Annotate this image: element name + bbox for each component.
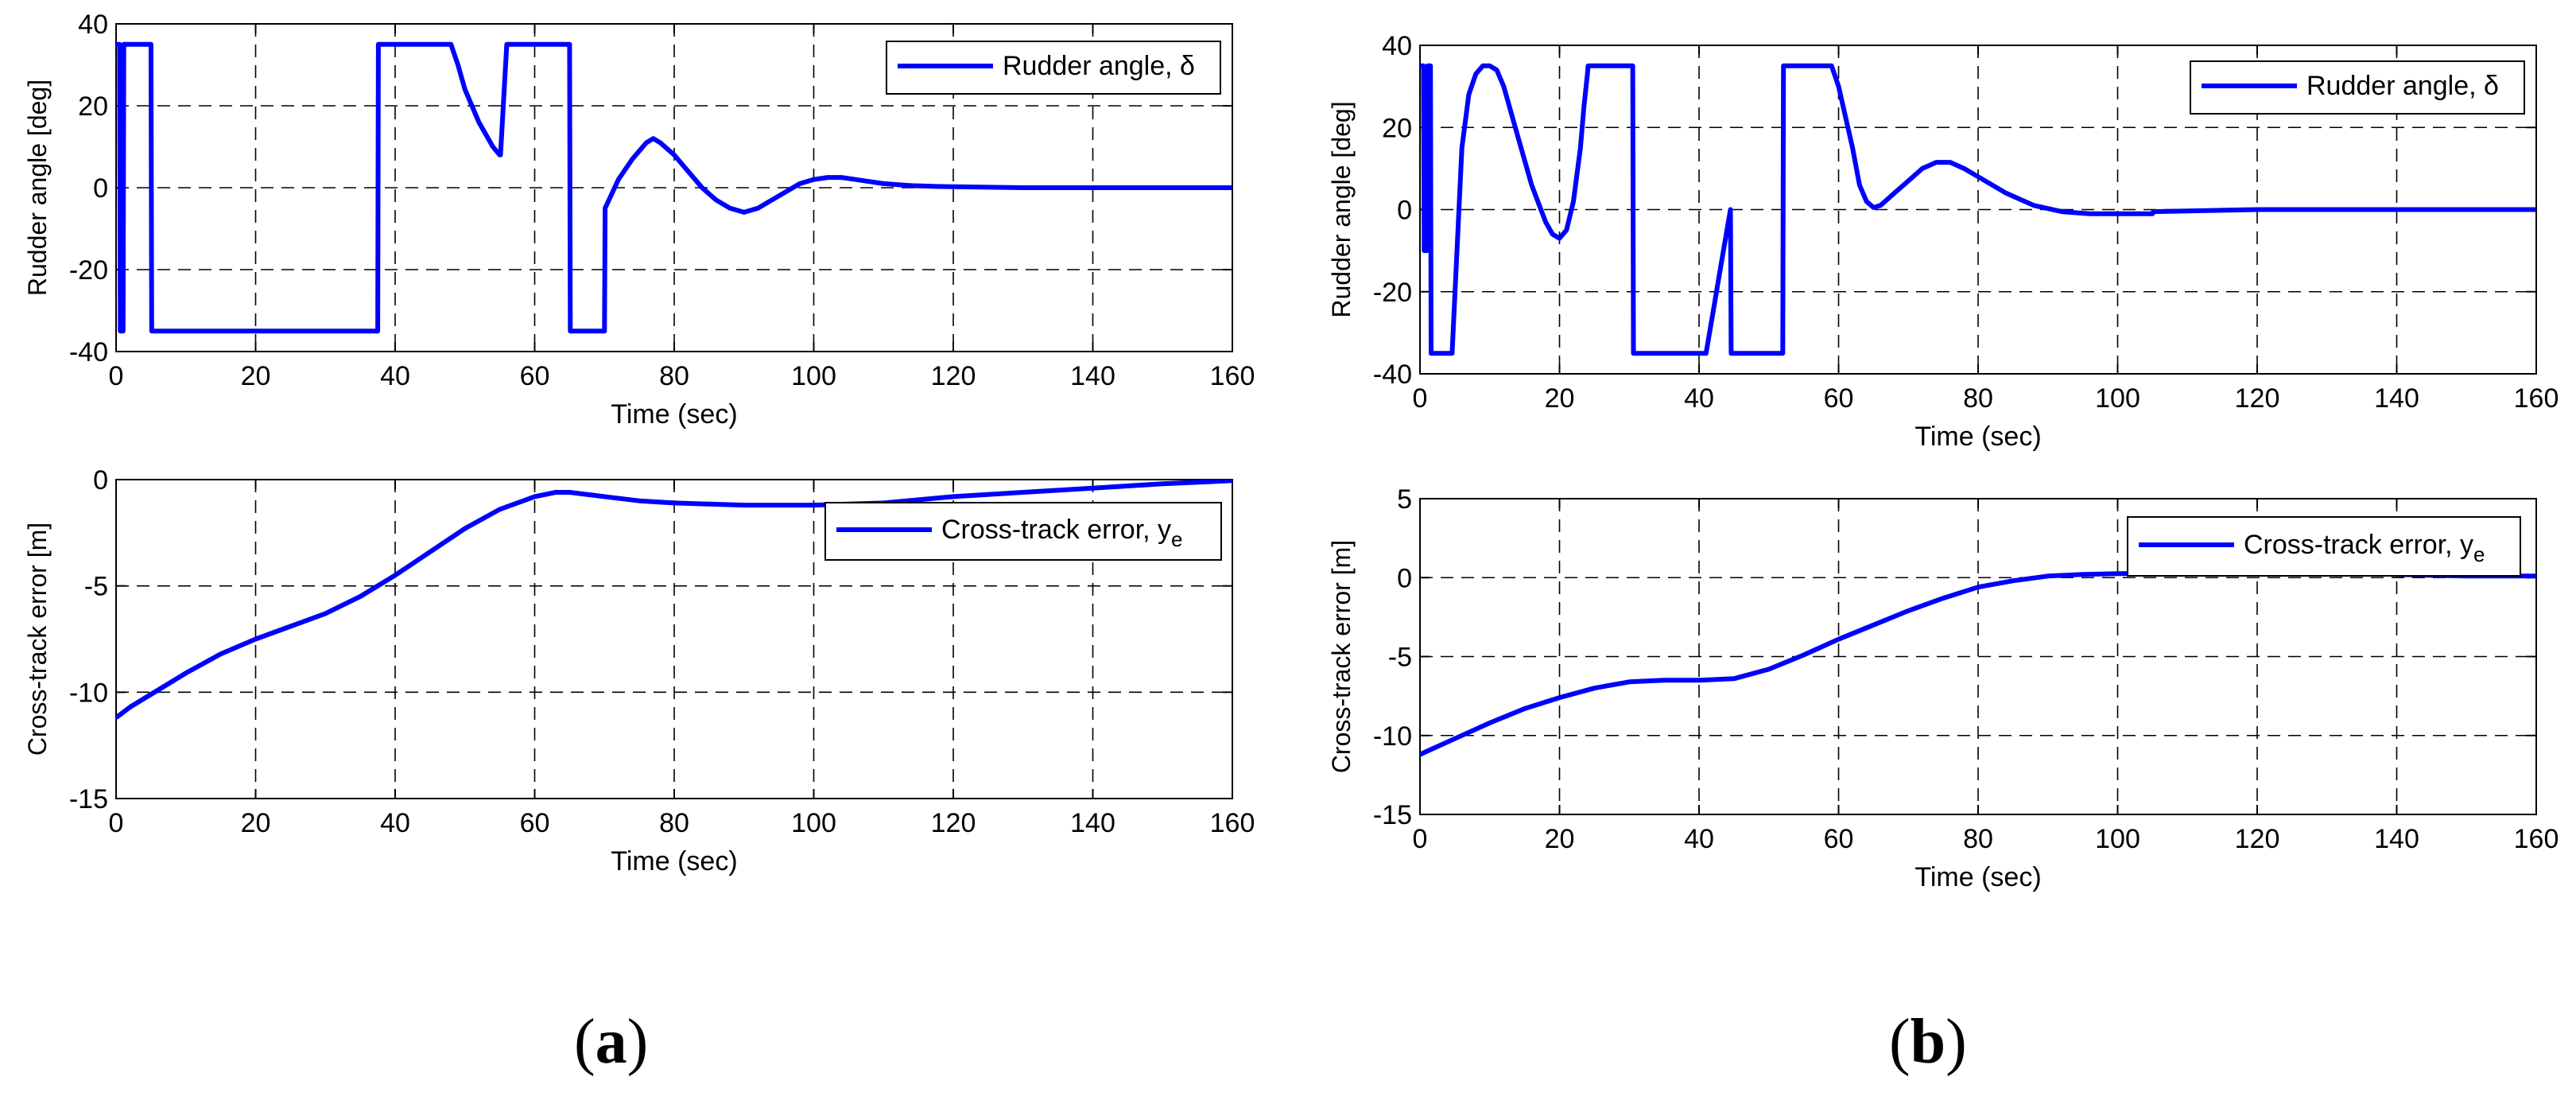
x-axis-label: Time (sec) <box>611 846 737 876</box>
x-tick-label: 120 <box>931 808 976 838</box>
chart-a-0: 0 20 40 60 80 100 120 140 160 -40 -20 0 20 40 Time (se… <box>23 10 1255 429</box>
x-tick-label: 0 <box>109 361 124 391</box>
y-tick-label: 0 <box>93 173 108 204</box>
legend-label: Rudder angle, δ <box>2306 71 2499 101</box>
series-line <box>116 480 1232 720</box>
x-tick-label: 40 <box>1684 824 1714 854</box>
x-tick-label: 160 <box>2514 824 2559 854</box>
x-tick-label: 140 <box>1070 361 1115 391</box>
panel-label-b-close: ) <box>1946 1007 1967 1077</box>
x-tick-label: 100 <box>2095 383 2140 414</box>
x-tick-label: 140 <box>1070 808 1115 838</box>
y-tick-label: 40 <box>78 10 108 40</box>
y-tick-label: 5 <box>1397 484 1412 515</box>
x-axis-label: Time (sec) <box>611 399 737 429</box>
y-tick-label: 20 <box>1382 113 1412 143</box>
panel-label-b: (b) <box>1889 1006 1967 1079</box>
panel-label-a-letter: a <box>595 1007 627 1077</box>
x-tick-label: 60 <box>520 808 550 838</box>
x-tick-label: 160 <box>1210 808 1255 838</box>
chart-a-1: 0 20 40 60 80 100 120 140 160 -15 -10 -5 0 Time (sec)… <box>23 465 1255 876</box>
series-line <box>116 41 1232 334</box>
x-tick-label: 100 <box>791 361 836 391</box>
y-tick-label: 0 <box>1397 196 1412 226</box>
panel-label-a-close: ) <box>627 1007 649 1077</box>
x-tick-label: 80 <box>1963 824 1993 854</box>
x-tick-label: 60 <box>1824 824 1854 854</box>
y-tick-label: 0 <box>1397 563 1412 593</box>
x-tick-label: 140 <box>2374 383 2419 414</box>
chart-b-3: 0 20 40 60 80 100 120 140 160 -15 -10 -5 0 5 Time (sec… <box>1327 484 2559 892</box>
x-tick-label: 80 <box>659 361 689 391</box>
x-tick-label: 160 <box>1210 361 1255 391</box>
x-tick-label: 20 <box>241 361 271 391</box>
x-tick-label: 40 <box>380 808 410 838</box>
legend-label: Cross-track error, ye <box>2244 530 2485 566</box>
y-axis-label: Cross-track error [m] <box>1327 540 1356 773</box>
x-tick-label: 20 <box>1545 824 1575 854</box>
x-axis-label: Time (sec) <box>1915 862 2041 892</box>
x-tick-label: 100 <box>791 808 836 838</box>
y-axis-label: Cross-track error [m] <box>23 523 52 756</box>
x-tick-label: 80 <box>659 808 689 838</box>
x-tick-label: 0 <box>1413 824 1428 854</box>
x-tick-label: 40 <box>1684 383 1714 414</box>
y-axis-label: Rudder angle [deg] <box>23 80 52 296</box>
x-tick-label: 120 <box>2235 824 2280 854</box>
x-tick-label: 0 <box>1413 383 1428 414</box>
panel-label-a-open: ( <box>574 1007 596 1077</box>
panel-label-b-letter: b <box>1910 1007 1946 1077</box>
y-tick-label: -5 <box>1388 643 1412 673</box>
y-tick-label: -5 <box>84 572 108 602</box>
x-tick-label: 0 <box>109 808 124 838</box>
x-axis-label: Time (sec) <box>1915 422 2041 452</box>
y-tick-label: -15 <box>1373 800 1412 830</box>
x-tick-label: 120 <box>2235 383 2280 414</box>
series-line <box>1420 63 2536 356</box>
legend: Cross-track error, ye <box>2127 516 2521 577</box>
y-tick-label: -40 <box>69 337 108 367</box>
x-tick-label: 60 <box>520 361 550 391</box>
x-tick-label: 160 <box>2514 383 2559 414</box>
x-tick-label: 140 <box>2374 824 2419 854</box>
legend-label: Cross-track error, ye <box>941 515 1183 551</box>
y-tick-label: 0 <box>93 465 108 496</box>
y-tick-label: -20 <box>1373 278 1412 308</box>
y-tick-label: 20 <box>78 91 108 122</box>
x-tick-label: 20 <box>241 808 271 838</box>
x-tick-label: 80 <box>1963 383 1993 414</box>
x-tick-label: 60 <box>1824 383 1854 414</box>
legend: Rudder angle, δ <box>2190 60 2525 115</box>
legend: Rudder angle, δ <box>886 41 1221 95</box>
x-tick-label: 100 <box>2095 824 2140 854</box>
panel-label-a: (a) <box>574 1006 648 1079</box>
x-tick-label: 120 <box>931 361 976 391</box>
y-tick-label: -10 <box>1373 721 1412 752</box>
y-axis-label: Rudder angle [deg] <box>1327 101 1356 317</box>
chart-b-2: 0 20 40 60 80 100 120 140 160 -40 -20 0 20 40 Time (se… <box>1327 31 2559 452</box>
y-tick-label: -40 <box>1373 360 1412 390</box>
y-tick-label: -20 <box>69 255 108 286</box>
legend: Cross-track error, ye <box>824 502 1222 561</box>
x-tick-label: 20 <box>1545 383 1575 414</box>
x-tick-label: 40 <box>380 361 410 391</box>
y-tick-label: 40 <box>1382 31 1412 61</box>
panel-label-b-open: ( <box>1889 1007 1911 1077</box>
y-tick-label: -15 <box>69 784 108 814</box>
y-tick-label: -10 <box>69 678 108 708</box>
legend-label: Rudder angle, δ <box>1003 51 1195 81</box>
